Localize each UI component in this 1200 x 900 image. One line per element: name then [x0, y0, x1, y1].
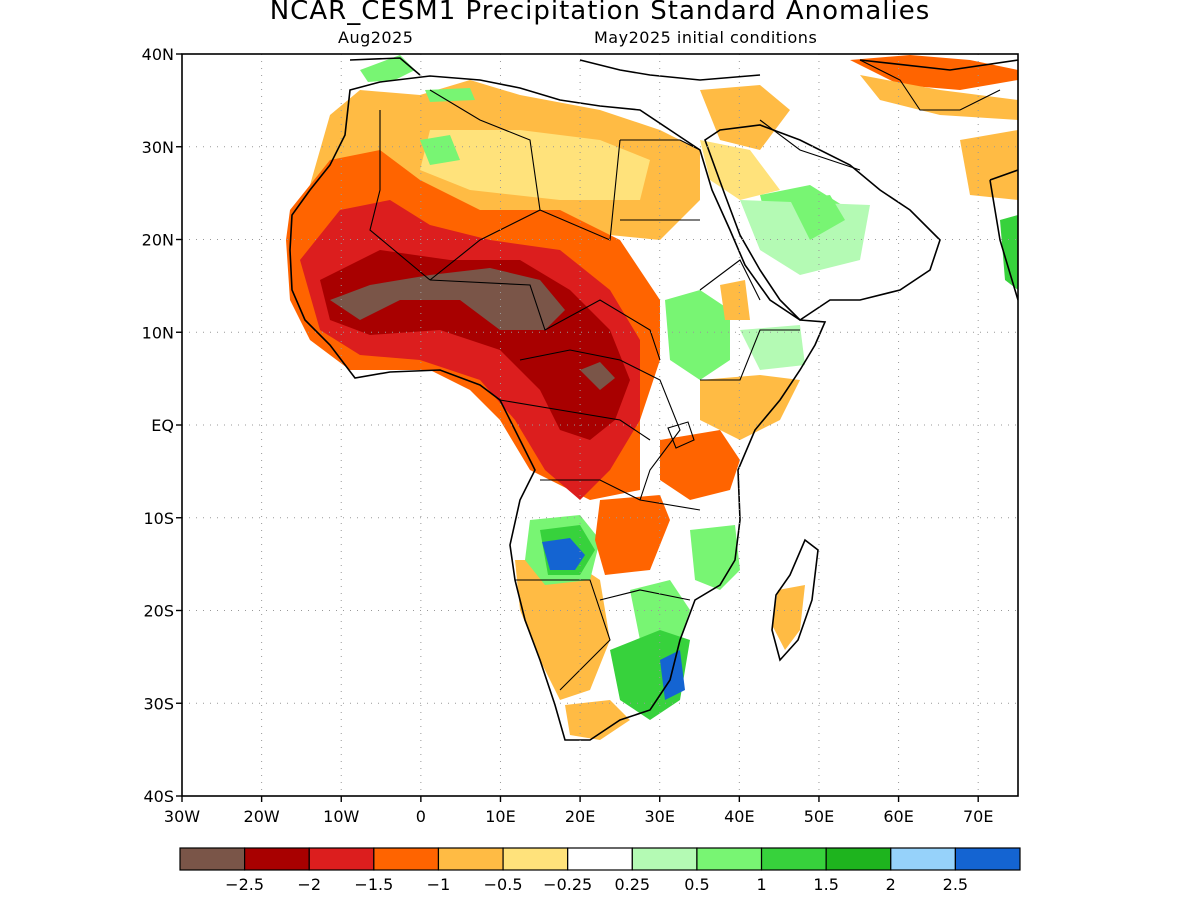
border — [519, 349, 681, 501]
lon-tick-label: 50E — [804, 807, 834, 826]
latitude-axis: 40N 30N 20N 10N EQ 10S 20S 30S 40S — [142, 45, 182, 806]
colorbar-swatch — [373, 847, 440, 871]
anomaly-region — [665, 290, 730, 380]
anomaly-region — [720, 280, 750, 320]
anomaly-region — [420, 130, 650, 200]
forecast-month: Aug2025 — [338, 28, 414, 47]
anomaly-region — [660, 430, 740, 500]
colorbar-label: 0.25 — [614, 875, 650, 894]
anomaly-region — [515, 560, 610, 700]
lon-tick-label: 70E — [963, 807, 993, 826]
lat-tick-label: 20S — [143, 602, 174, 621]
lat-tick-label: EQ — [151, 416, 174, 435]
initial-conditions: May2025 initial conditions — [594, 28, 818, 47]
madagascar-coastline — [771, 538, 819, 662]
colorbar-swatch — [890, 847, 956, 871]
colorbar-swatch — [502, 847, 569, 871]
anomaly-region — [425, 88, 475, 102]
colorbar-label: 2.5 — [943, 875, 968, 894]
anomaly-region — [860, 75, 1018, 120]
coastlines — [289, 57, 1018, 741]
colorbar: −2.5 −2 −1.5 −1 −0.5 −0.25 0.25 0.5 1 1.5 2 2.5 — [179, 847, 1021, 894]
lon-tick-label: 10E — [485, 807, 515, 826]
lon-tick-label: 60E — [883, 807, 913, 826]
longitude-axis: 30W 20W 10W 0 10E 20E 30E 40E 50E 60E 70E — [164, 796, 993, 826]
colorbar-swatch — [437, 847, 504, 871]
anomaly-region — [565, 700, 630, 740]
colorbar-label: 1 — [756, 875, 766, 894]
colorbar-swatch — [567, 847, 633, 871]
anomaly-region — [700, 85, 790, 150]
lat-tick-label: 40N — [142, 45, 174, 64]
colorbar-label: 1.5 — [813, 875, 838, 894]
colorbar-swatch — [760, 847, 827, 871]
colorbar-label: −0.25 — [543, 875, 592, 894]
colorbar-swatch — [696, 847, 763, 871]
anomaly-region — [542, 538, 585, 570]
anomaly-region — [690, 525, 740, 590]
africa-coastline — [289, 75, 827, 741]
lon-tick-label: 40E — [724, 807, 754, 826]
anomaly-region — [630, 580, 690, 640]
colorbar-label: −2 — [297, 875, 321, 894]
anomaly-region — [660, 650, 685, 700]
india-coastline — [989, 169, 1018, 301]
anomaly-region — [700, 375, 800, 440]
colorbar-swatch — [631, 847, 698, 871]
border — [759, 59, 1001, 171]
colorbar-label: −1.5 — [354, 875, 393, 894]
lat-tick-label: 10S — [143, 509, 174, 528]
lon-tick-label: 30W — [164, 807, 200, 826]
lon-tick-label: 20W — [244, 807, 280, 826]
colorbar-swatch — [954, 847, 1021, 871]
anomaly-field — [286, 55, 1018, 740]
lon-tick-label: 10W — [323, 807, 359, 826]
colorbar-label: 2 — [886, 875, 896, 894]
lat-tick-label: 40S — [143, 787, 174, 806]
colorbar-label: −2.5 — [225, 875, 264, 894]
border — [499, 399, 701, 511]
colorbar-swatch — [179, 847, 246, 871]
anomaly-region — [420, 135, 460, 165]
arabia-coastline — [704, 124, 941, 322]
anomaly-region — [772, 585, 805, 650]
map-title: NCAR_CESM1 Precipitation Standard Anomal… — [269, 0, 931, 26]
lat-tick-label: 30S — [143, 694, 174, 713]
lon-tick-label: 30E — [644, 807, 674, 826]
gridlines — [182, 54, 1018, 796]
colorbar-label: −0.5 — [484, 875, 523, 894]
lon-tick-label: 20E — [565, 807, 595, 826]
anomaly-region — [580, 362, 615, 390]
country-borders — [369, 59, 1001, 691]
border — [699, 259, 800, 381]
lat-tick-label: 10N — [142, 323, 174, 342]
colorbar-label: 0.5 — [684, 875, 709, 894]
border — [429, 279, 661, 361]
border — [369, 89, 541, 281]
anomaly-region — [360, 55, 415, 82]
colorbar-swatch — [244, 847, 310, 871]
mediterranean-north-coast — [349, 57, 1018, 81]
anomaly-region — [700, 140, 780, 200]
lon-tick-label: 0 — [416, 807, 426, 826]
colorbar-label: −1 — [427, 875, 451, 894]
anomaly-region — [1000, 215, 1018, 290]
anomaly-region — [790, 195, 845, 240]
anomaly-region — [740, 325, 805, 370]
lat-tick-label: 20N — [142, 231, 174, 250]
anomaly-region — [960, 130, 1018, 200]
lat-tick-label: 30N — [142, 138, 174, 157]
colorbar-swatch — [825, 847, 892, 871]
lake-victoria — [667, 421, 695, 449]
colorbar-swatch — [308, 847, 375, 871]
border — [515, 579, 691, 691]
anomaly-region — [595, 495, 670, 575]
